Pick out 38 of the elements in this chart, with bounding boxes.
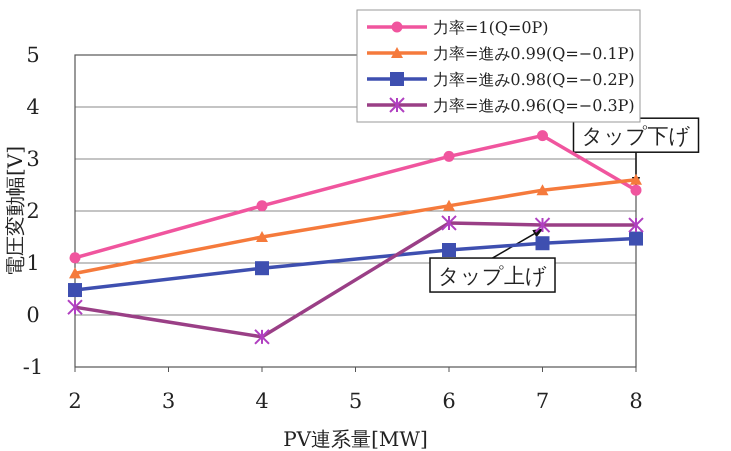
legend-label: 力率=進み0.96(Q=−0.3P) (433, 96, 635, 115)
y-tick-label: 5 (26, 43, 40, 67)
point (255, 261, 269, 276)
point (537, 130, 548, 142)
legend-label: 力率=1(Q=0P) (433, 18, 549, 37)
y-tick-label: 2 (26, 199, 40, 223)
annotation: タップ上げ (438, 264, 547, 288)
x-tick-label: 8 (629, 389, 643, 413)
annotation: タップ下げ (582, 124, 690, 148)
point (256, 231, 268, 242)
x-tick-label: 2 (68, 389, 82, 413)
y-tick-label: 4 (26, 95, 40, 119)
point (630, 174, 642, 185)
x-axis-title: PV連系量[MW] (283, 427, 428, 451)
x-tick-label: 4 (255, 389, 269, 413)
point (69, 267, 81, 278)
point (443, 200, 455, 211)
y-tick-label: 1 (26, 251, 40, 275)
point (442, 243, 456, 257)
x-tick-label: 6 (442, 389, 456, 413)
point (256, 200, 268, 212)
x-tick-label: 5 (348, 389, 362, 413)
point (630, 184, 642, 196)
x-tick-label: 3 (162, 389, 176, 413)
y-tick-label: -1 (22, 355, 44, 379)
point (444, 150, 454, 162)
legend-label: 力率=進み0.98(Q=−0.2P) (433, 70, 635, 89)
point (536, 184, 548, 196)
x-tick-label: 7 (536, 389, 550, 413)
y-tick-label: 3 (26, 147, 40, 171)
y-axis-title: 電圧変動幅[V] (3, 146, 27, 276)
legend-label: 力率=進み0.99(Q=−0.1P) (433, 44, 635, 63)
point (536, 236, 550, 250)
annotation: タップ上げ (429, 228, 556, 293)
point (70, 252, 80, 264)
point (68, 283, 82, 298)
point (629, 232, 643, 246)
y-tick-label: 0 (26, 303, 40, 327)
